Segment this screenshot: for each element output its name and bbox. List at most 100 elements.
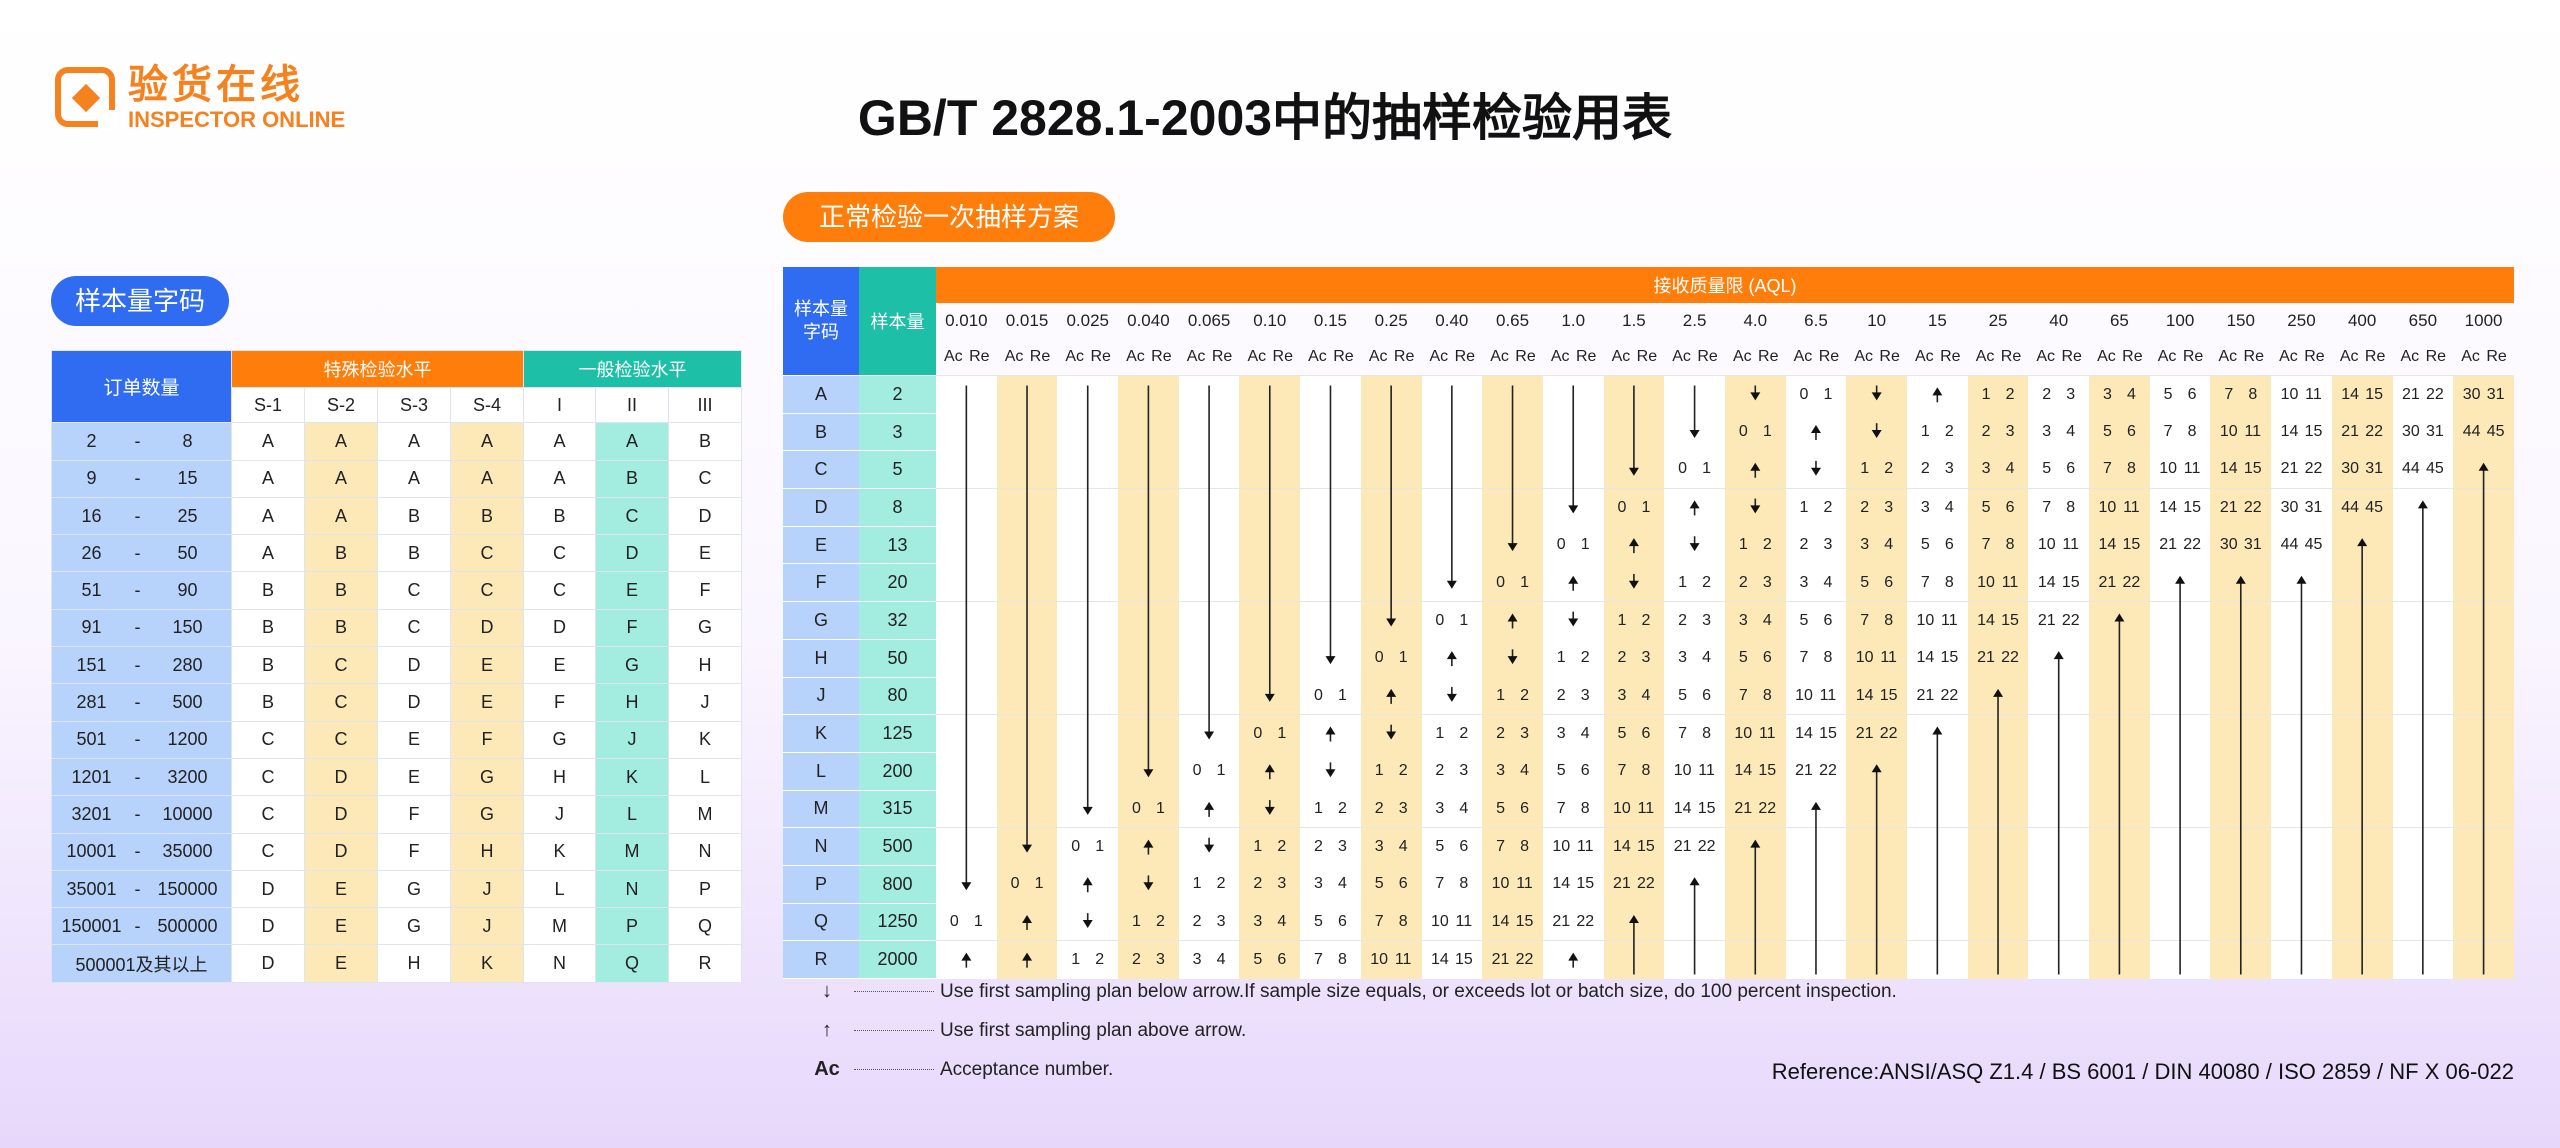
plan-cell [2210,714,2272,753]
ac-re-value: 14 15 [2271,413,2332,451]
lot-size-range: 9-15 [51,459,232,498]
lot-size-row: 500001及其以上 D E H K N Q R [51,944,743,983]
plan-cell [1300,526,1361,564]
ac-re-value: 14 15 [1603,827,1665,866]
aql-value: 0.40 [1435,311,1469,330]
ac-re-value: 44 45 [2392,450,2454,489]
code-letter-cell: D [595,534,669,573]
plan-cell [2392,865,2454,904]
ac-re-header: Ac Re [2097,348,2143,365]
legend-row: ↓ Use first sampling plan below arrow.If … [810,980,1897,1003]
legend-text: Use first sampling plan above arrow. [940,1020,1247,1041]
code-letter-cell: F [377,795,451,834]
code-letter-cell: B [231,571,305,610]
aql-value: 0.015 [1005,311,1049,330]
code-letter-cell: A [231,422,305,461]
reference-note: Reference:ANSI/ASQ Z1.4 / BS 6001 / DIN … [1771,1059,2514,1084]
code-letter-cell: A [377,422,451,461]
code-letter-cell: L [523,869,596,909]
plan-cell [2392,601,2454,640]
plan-cell [1178,827,1240,866]
plan-row: A 2 0 1 1 2 2 3 3 4 5 6 7 8 10 11 14 15 21 22 30 31 [783,375,2514,414]
plan-cell [1785,413,1847,451]
plan-cell [2392,940,2454,979]
ac-re-header: Ac Re [2279,348,2325,365]
ac-re-header: Ac Re [1065,348,1111,365]
plan-cell [2453,488,2514,527]
plan-cell [1664,940,1725,979]
plan-row: Q 1250 0 1 1 2 2 3 3 4 5 6 7 8 10 11 14 15 21 22 [783,903,2514,942]
plan-row: K 125 0 1 1 2 2 3 3 4 5 6 7 8 10 11 14 15 21 22 [783,714,2514,753]
plan-row: L 200 0 1 1 2 2 3 3 4 5 6 7 8 10 11 14 15 21 22 [783,752,2514,791]
code-letter-cell: C [523,571,596,610]
code-letter-cell: D [231,907,305,946]
ac-re-header: Ac Re [1308,348,1354,365]
plan-row: J 80 0 1 1 2 2 3 3 4 5 6 7 8 10 11 14 15 21 22 [783,677,2514,716]
plan-cell [996,639,1058,677]
ac-re-header: Ac Re [1611,348,1658,365]
ac-re-value: 10 11 [1907,601,1968,640]
plan-cell [2028,903,2090,941]
plan-cell [2453,865,2514,904]
sample-size-header: 样本量 [859,267,936,376]
code-letter-cell: C [377,571,451,610]
plan-row: F 20 0 1 1 2 2 3 3 4 5 6 7 8 10 11 14 15 21 22 [783,563,2514,603]
aql-header: 接收质量限 (AQL) [936,267,2514,303]
ac-re-header: Ac Re [1368,348,1415,365]
ac-re-value: 30 31 [2453,375,2514,414]
lot-size-range: 2-8 [51,422,232,461]
plan-cell [1482,488,1543,527]
aql-value: 0.040 [1127,311,1170,330]
plan-cell [2331,790,2393,828]
plan-cell [1664,413,1725,451]
plan-cell [1300,375,1361,414]
code-letter-cell: F [667,571,743,610]
plan-cell [1542,375,1604,414]
ac-re-value: 21 22 [1967,639,2029,677]
legend-text: Use first sampling plan below arrow.If s… [940,981,1897,1002]
plan-cell [1846,752,1907,791]
plan-cell [1178,714,1240,753]
plan-cell [1360,526,1422,564]
ac-re-value: 14 15 [1785,714,1847,753]
plan-cell [1360,714,1422,753]
code-letter-cell: F [377,832,451,871]
code-letter: E [783,526,859,565]
lot-size-header: 订单数量 [51,349,232,424]
plan-cell [2453,827,2514,866]
lot-size-row: 10001-35000 C D F H K M N [51,832,743,871]
plan-row: C 5 0 1 1 2 2 3 3 4 5 6 7 8 10 11 14 15 21 22 30 31 44 45 [783,450,2514,490]
code-letter: F [783,563,859,603]
lot-size-range: 500001及其以上 [51,944,232,983]
ac-re-value: 30 31 [2331,450,2393,489]
plan-cell [2453,563,2514,602]
code-letter-cell: B [304,608,378,648]
plan-cell [1057,752,1119,791]
plan-cell [2028,714,2090,753]
code-letter-cell: D [377,683,451,722]
ac-re-value: 30 31 [2392,413,2454,451]
plan-cell [1724,827,1786,866]
aql-value: 65 [2109,311,2129,330]
logo-cn-text: 验货在线 [128,63,304,107]
plan-cell [2271,903,2332,941]
code-letter-cell: C [667,459,743,498]
plan-cell [1360,413,1422,451]
aql-value: 1.0 [1561,311,1586,330]
plan-cell [1178,413,1240,451]
ac-re-header: Ac Re [2218,348,2264,365]
code-letter-cell: F [595,608,669,648]
